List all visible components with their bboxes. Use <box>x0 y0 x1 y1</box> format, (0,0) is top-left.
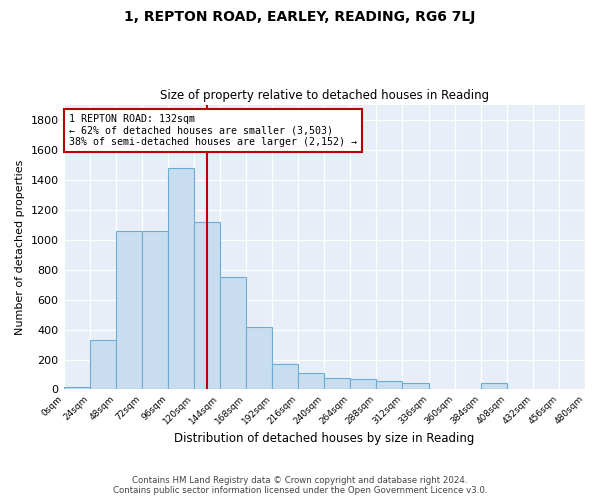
Bar <box>168 168 194 390</box>
Bar <box>481 382 507 390</box>
Text: 1, REPTON ROAD, EARLEY, READING, RG6 7LJ: 1, REPTON ROAD, EARLEY, READING, RG6 7LJ <box>124 10 476 24</box>
Bar <box>64 387 89 390</box>
Bar <box>246 328 272 390</box>
Bar <box>403 382 428 390</box>
Bar <box>324 378 350 390</box>
Bar <box>89 340 116 390</box>
X-axis label: Distribution of detached houses by size in Reading: Distribution of detached houses by size … <box>174 432 475 445</box>
Bar <box>272 364 298 390</box>
Bar <box>350 379 376 390</box>
Text: Contains HM Land Registry data © Crown copyright and database right 2024.
Contai: Contains HM Land Registry data © Crown c… <box>113 476 487 495</box>
Bar <box>220 277 246 390</box>
Bar <box>142 230 168 390</box>
Bar <box>298 373 324 390</box>
Bar <box>194 222 220 390</box>
Text: 1 REPTON ROAD: 132sqm
← 62% of detached houses are smaller (3,503)
38% of semi-d: 1 REPTON ROAD: 132sqm ← 62% of detached … <box>69 114 357 147</box>
Bar <box>116 230 142 390</box>
Title: Size of property relative to detached houses in Reading: Size of property relative to detached ho… <box>160 89 489 102</box>
Bar <box>376 380 403 390</box>
Y-axis label: Number of detached properties: Number of detached properties <box>15 160 25 334</box>
